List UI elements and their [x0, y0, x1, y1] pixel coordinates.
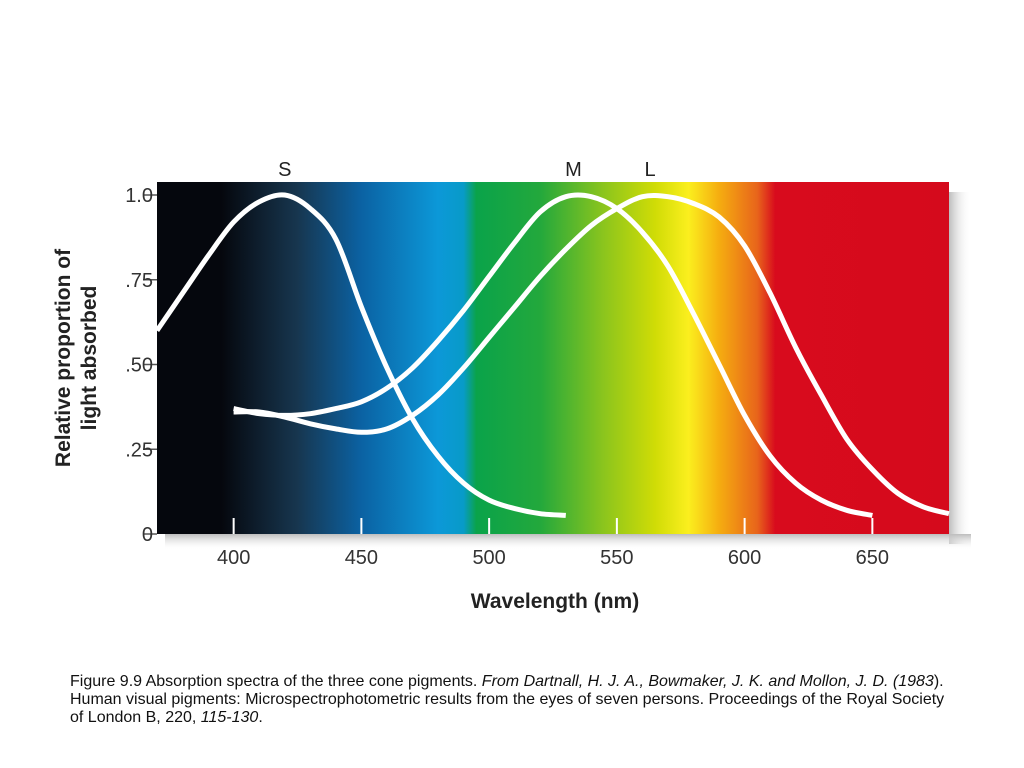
y-tick-label: .75 — [125, 270, 153, 292]
x-tick-label: 650 — [856, 547, 889, 569]
x-tick-label: 550 — [600, 547, 633, 569]
x-tick-label: 500 — [472, 547, 505, 569]
curve-label-M: M — [565, 159, 582, 181]
curve-label-L: L — [645, 159, 656, 181]
spectrum-background — [157, 182, 949, 534]
axis-ticks — [143, 194, 874, 535]
curve-label-S: S — [278, 159, 291, 181]
x-tick-label: 400 — [217, 547, 250, 569]
spectrum-shadow-bottom — [165, 534, 971, 550]
curve-S — [154, 192, 566, 518]
absorption-chart: 0 .25 .50 .75 1.0 400 450 500 550 600 650 Wavelengt… — [52, 159, 971, 613]
caption-prefix: Figure 9.9 Absorption spectra of the thr… — [70, 673, 482, 690]
curve-L — [233, 193, 950, 517]
x-tick-label: 600 — [728, 547, 761, 569]
y-axis-title: Relative proportion of light absorbed — [52, 248, 101, 467]
y-axis-title-line: light absorbed — [78, 286, 101, 431]
curve-M — [233, 192, 873, 518]
caption-suffix: . — [258, 709, 263, 726]
caption-middle: ). Human visual pigments: Microspectroph… — [70, 673, 945, 726]
x-axis-title: Wavelength (nm) — [471, 590, 639, 613]
y-tick-label: .50 — [125, 355, 153, 377]
figure-caption: Figure 9.9 Absorption spectra of the thr… — [70, 673, 950, 727]
caption-pages: 115-130 — [200, 709, 259, 726]
spectrum-shadow-right — [949, 192, 971, 544]
y-tick-label: .25 — [125, 439, 153, 461]
y-axis-title-line: Relative proportion of — [52, 248, 75, 467]
y-tick-label: 1.0 — [125, 185, 153, 207]
y-tick-label: 0 — [142, 524, 153, 546]
x-tick-label: 450 — [345, 547, 378, 569]
axis-labels: 0 .25 .50 .75 1.0 400 450 500 550 600 650 Wavelengt… — [52, 159, 889, 613]
absorption-curves — [154, 192, 950, 518]
caption-citation: From Dartnall, H. J. A., Bowmaker, J. K.… — [481, 673, 934, 690]
